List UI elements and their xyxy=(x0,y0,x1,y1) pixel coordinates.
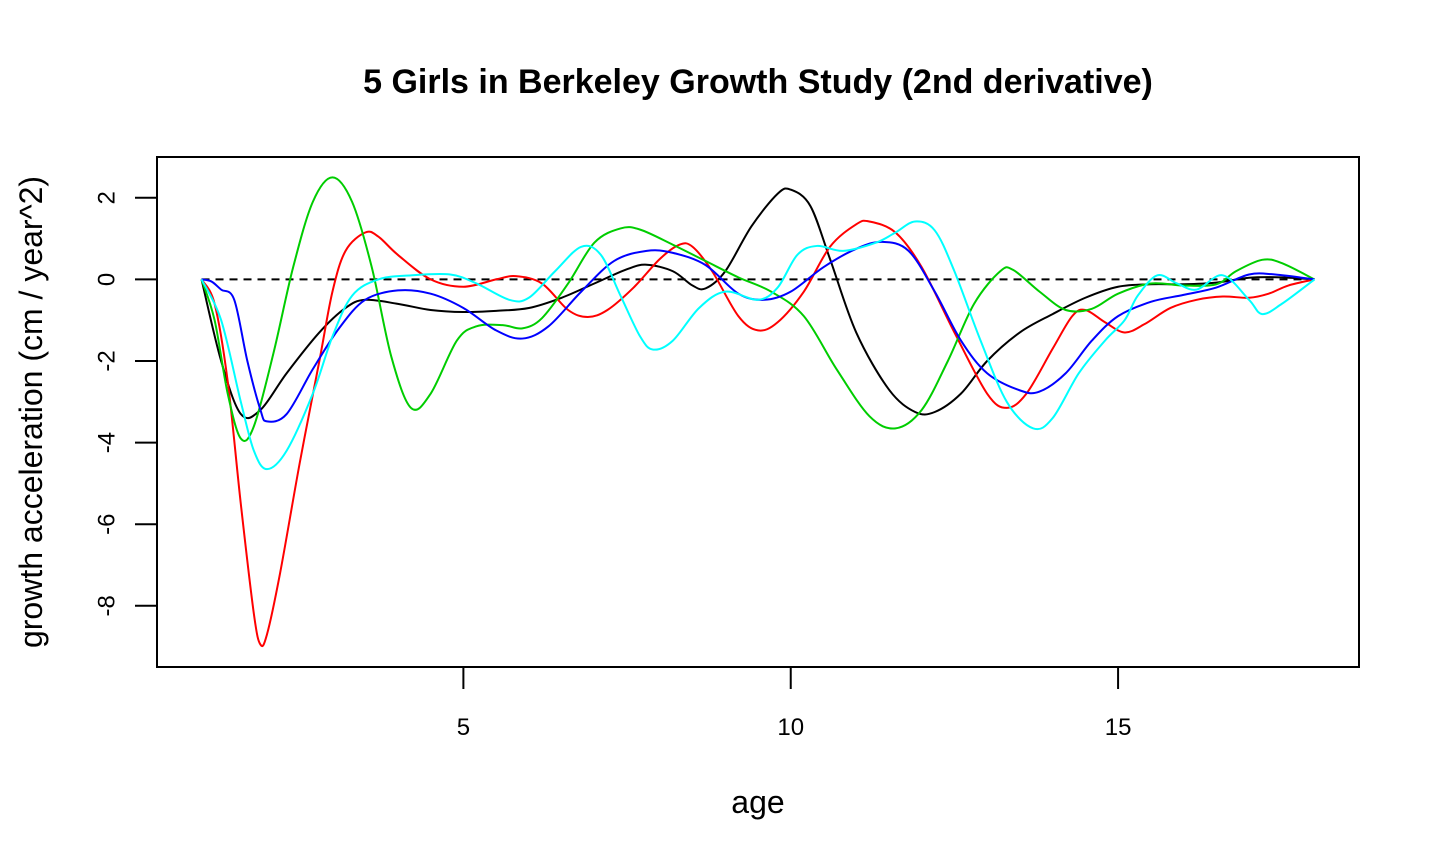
x-tick-label: 5 xyxy=(457,714,470,741)
series-group xyxy=(200,176,1316,648)
y-tick-label: 0 xyxy=(93,273,120,286)
series-line-5 xyxy=(200,220,1316,471)
series-line-3 xyxy=(200,176,1315,442)
series-line-4 xyxy=(201,240,1315,423)
y-tick-label: -2 xyxy=(93,350,120,371)
y-axis-label: growth acceleration (cm / year^2) xyxy=(13,176,49,648)
y-tick-label: -4 xyxy=(93,432,120,453)
x-tick-label: 10 xyxy=(777,714,804,741)
chart-title: 5 Girls in Berkeley Growth Study (2nd de… xyxy=(363,63,1153,101)
x-axis-label: age xyxy=(731,784,784,820)
y-tick-label: 2 xyxy=(93,191,120,204)
x-tick-label: 15 xyxy=(1105,714,1132,741)
y-tick-label: -6 xyxy=(93,514,120,535)
y-tick-label: -8 xyxy=(93,595,120,616)
plot-area xyxy=(156,156,1360,668)
y-axis: -8 -6 -4 -2 0 2 xyxy=(93,191,158,616)
series-line-1 xyxy=(200,187,1315,420)
series-line-2 xyxy=(200,219,1315,648)
x-axis: 5 10 15 xyxy=(457,666,1132,741)
